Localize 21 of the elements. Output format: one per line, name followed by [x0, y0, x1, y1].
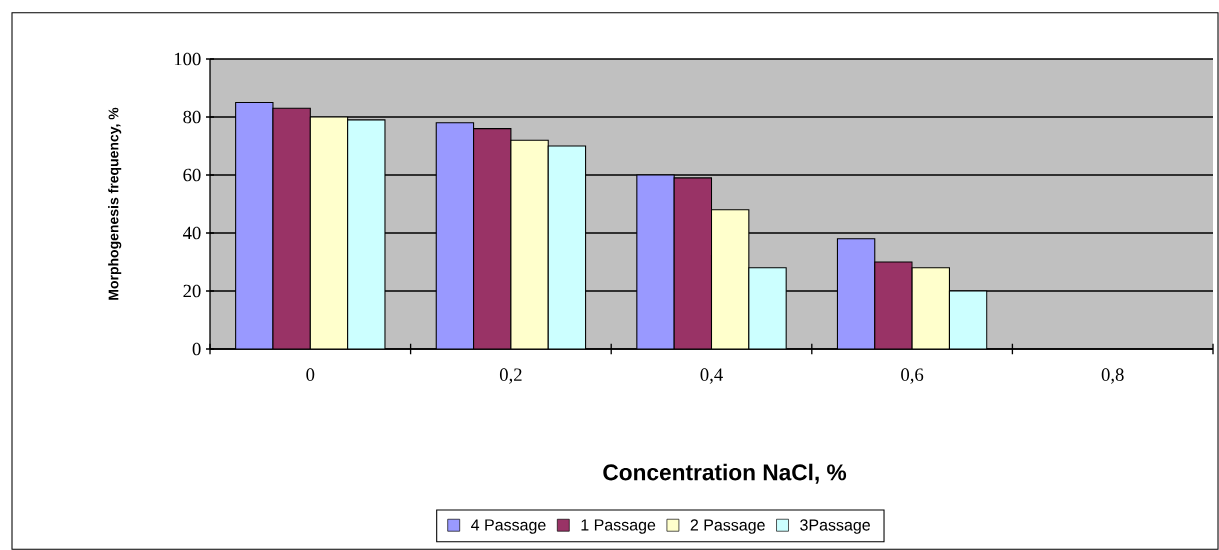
y-tick-label: 20: [183, 284, 201, 298]
legend-label: 4 Passage: [471, 519, 546, 534]
x-tick-label: 0,2: [499, 368, 522, 384]
y-tick-label: 80: [183, 110, 201, 124]
y-tick-label: 0: [192, 342, 201, 356]
bar: [836, 238, 876, 349]
legend-label: 3Passage: [800, 519, 870, 534]
y-axis-title: Morphogenesis frequency, %: [108, 107, 122, 300]
x-axis-title: Concentration NaCl, %: [603, 463, 847, 484]
y-tick-label: 100: [174, 52, 201, 66]
y-tick-label: 40: [182, 226, 201, 240]
x-tick-label: 0: [306, 368, 315, 381]
x-tick-label: 0,6: [901, 368, 924, 384]
bar: [636, 174, 675, 349]
bar: [435, 122, 475, 349]
x-tick-label: 0,8: [1101, 368, 1124, 384]
x-tick-label: 0,4: [700, 368, 723, 384]
bar: [235, 101, 274, 349]
y-tick-label: 60: [183, 168, 201, 182]
legend-label: 2 Passage: [690, 519, 765, 534]
legend-label: 1 Passage: [581, 519, 656, 534]
